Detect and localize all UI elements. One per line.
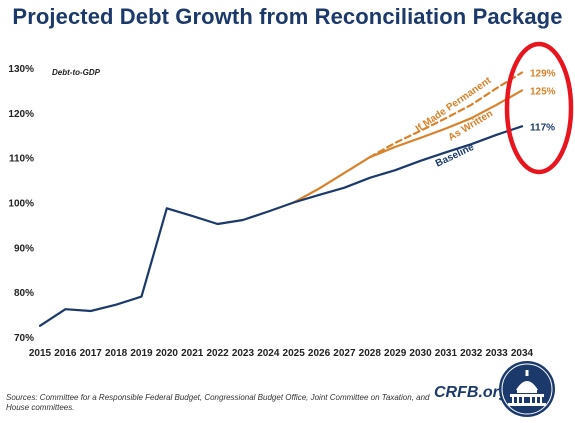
x-tick-label: 2033 [486,348,509,359]
end-value-label: 129% [530,68,556,79]
series-line-if-made-permanent [368,71,524,159]
end-value-label: 125% [530,86,556,97]
y-axis-label: Debt-to-GDP [52,68,101,77]
x-tick-label: 2020 [156,348,179,359]
brand-link[interactable]: CRFB.org [434,384,509,401]
y-tick-label: 120% [8,109,34,120]
x-tick-label: 2017 [80,348,103,359]
x-tick-label: 2034 [511,348,534,359]
x-tick-label: 2023 [232,348,255,359]
highlight-circle [504,41,574,175]
x-tick-label: 2024 [257,348,280,359]
x-tick-label: 2029 [384,348,407,359]
series-name-label: Baseline [434,142,476,170]
x-tick-label: 2032 [460,348,483,359]
y-tick-label: 80% [14,288,34,299]
x-tick-label: 2018 [105,348,128,359]
y-tick-label: 100% [8,199,34,210]
y-tick-label: 90% [14,243,34,254]
x-tick-label: 2021 [181,348,204,359]
y-tick-label: 110% [9,154,34,165]
x-tick-label: 2019 [130,348,153,359]
chart-title: Projected Debt Growth from Reconciliatio… [12,4,563,29]
sources-note: Sources: Committee for a Responsible Fed… [6,393,430,412]
x-tick-label: 2016 [54,348,77,359]
x-tick-label: 2030 [409,348,432,359]
series-line-baseline [38,125,524,327]
x-tick-label: 2028 [359,348,382,359]
x-tick-label: 2015 [29,348,52,359]
x-tick-label: 2025 [283,348,306,359]
x-tick-label: 2031 [435,348,458,359]
y-tick-label: 130% [8,64,34,75]
series-layer [38,71,524,327]
end-value-label: 117% [530,122,555,133]
y-tick-label: 70% [14,333,34,344]
x-tick-label: 2022 [206,348,229,359]
capitol-logo-icon [499,361,555,417]
series-line-as-written [292,89,524,204]
axis-layer: 70%80%90%100%110%120%130%2015 2016 2017 201… [8,64,533,359]
x-tick-label: 2026 [308,348,331,359]
x-tick-label: 2027 [333,348,356,359]
